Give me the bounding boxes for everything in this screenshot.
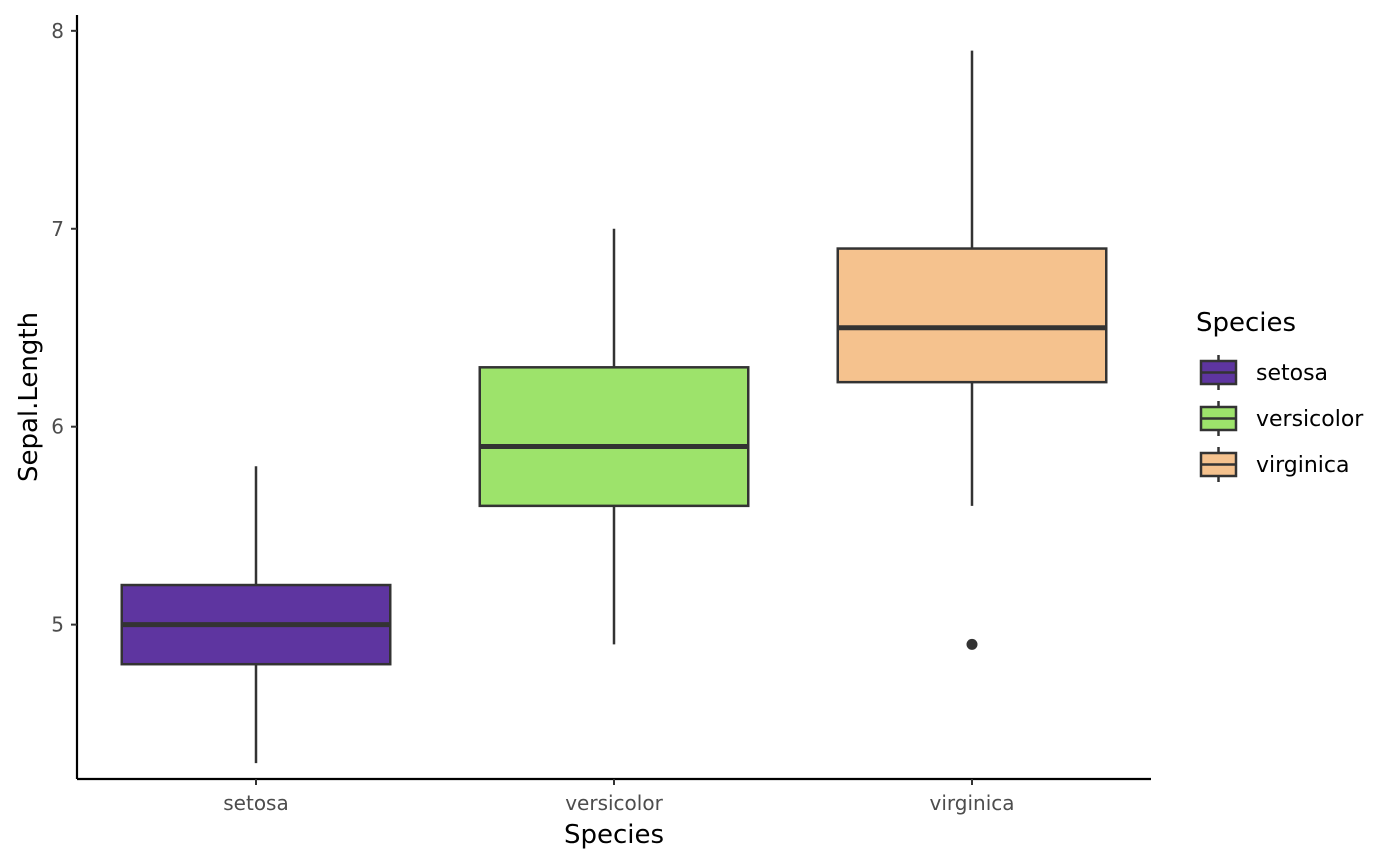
iqr-box-versicolor: [478, 366, 750, 508]
box-versicolor: [478, 228, 750, 645]
x-axis-title: Species: [564, 820, 664, 850]
legend-label-virginica: virginica: [1256, 453, 1350, 478]
box-virginica: [836, 50, 1108, 650]
legend-item-virginica: virginica: [1199, 447, 1350, 482]
x-tick-label-setosa: setosa: [223, 791, 288, 815]
x-tick-label-versicolor: versicolor: [565, 791, 663, 815]
legend-item-setosa: setosa: [1199, 355, 1328, 390]
iqr-box-virginica: [836, 247, 1108, 384]
y-axis: 5 6 7 8: [51, 15, 79, 779]
x-tick-label-virginica: virginica: [930, 791, 1015, 815]
outlier-point-virginica-0: [966, 638, 978, 650]
y-tick-label: 6: [51, 415, 64, 439]
y-tick-label: 5: [51, 613, 64, 637]
legend-key-versicolor: [1199, 401, 1238, 436]
legend-key-virginica: [1199, 447, 1238, 482]
x-axis: setosa versicolor virginica: [77, 777, 1151, 815]
box-setosa: [120, 466, 392, 764]
legend-item-versicolor: versicolor: [1199, 401, 1364, 436]
y-axis-title: Sepal.Length: [14, 312, 44, 482]
y-tick-label: 7: [51, 217, 64, 241]
legend-title: Species: [1196, 308, 1296, 338]
legend-key-setosa: [1199, 355, 1238, 390]
legend: Species setosa versicolor virginica: [1196, 308, 1364, 482]
plot-area: [120, 50, 1108, 764]
y-tick-label: 8: [51, 19, 64, 43]
legend-label-versicolor: versicolor: [1256, 407, 1364, 432]
legend-label-setosa: setosa: [1256, 361, 1328, 386]
